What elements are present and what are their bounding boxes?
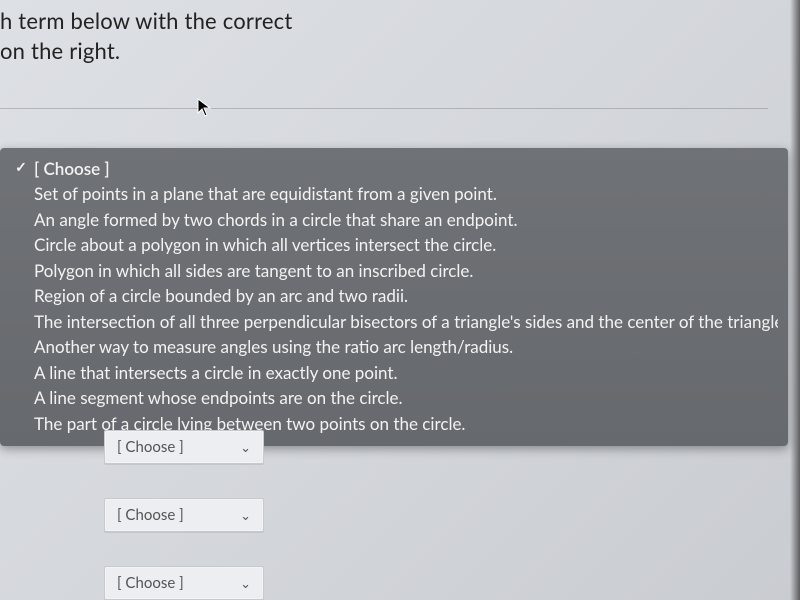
dropdown-placeholder-option[interactable]: ✓ [ Choose ] <box>10 156 778 181</box>
instruction-line-1: h term below with the correct <box>0 6 780 36</box>
answer-select[interactable]: [ Choose ] ⌄ <box>104 566 264 600</box>
check-icon: ✓ <box>14 157 28 177</box>
question-instructions: h term below with the correct on the rig… <box>0 0 800 65</box>
answer-select[interactable]: [ Choose ] ⌄ <box>104 498 264 532</box>
chevron-down-icon: ⌄ <box>240 439 251 456</box>
select-label: [ Choose ] <box>117 574 184 592</box>
dropdown-option[interactable]: Another way to measure angles using the … <box>10 334 778 359</box>
divider <box>0 108 768 109</box>
dropdown-option-label: The intersection of all three perpendicu… <box>34 310 778 333</box>
dropdown-option-label: A line that intersects a circle in exact… <box>34 361 398 384</box>
dropdown-option-label: Circle about a polygon in which all vert… <box>34 233 496 256</box>
select-label: [ Choose ] <box>117 506 184 524</box>
dropdown-option-label: Another way to measure angles using the … <box>34 335 513 358</box>
instruction-line-2: on the right. <box>0 36 780 66</box>
chevron-down-icon: ⌄ <box>240 575 251 592</box>
quiz-matching-page: h term below with the correct on the rig… <box>0 0 800 600</box>
dropdown-option[interactable]: An angle formed by two chords in a circl… <box>10 207 778 232</box>
screen-bezel-shadow <box>790 0 800 600</box>
dropdown-option[interactable]: The intersection of all three perpendicu… <box>10 309 778 334</box>
dropdown-option[interactable]: Region of a circle bounded by an arc and… <box>10 283 778 308</box>
answer-dropdown-open[interactable]: ✓ [ Choose ] Set of points in a plane th… <box>0 148 788 446</box>
answer-select[interactable]: [ Choose ] ⌄ <box>104 430 264 464</box>
dropdown-option[interactable]: Circle about a polygon in which all vert… <box>10 232 778 257</box>
select-label: [ Choose ] <box>117 438 184 456</box>
dropdown-placeholder-label: [ Choose ] <box>34 157 110 180</box>
dropdown-option-label: Set of points in a plane that are equidi… <box>34 182 497 205</box>
dropdown-option[interactable]: Polygon in which all sides are tangent t… <box>10 258 778 283</box>
collapsed-selects-column: [ Choose ] ⌄ [ Choose ] ⌄ [ Choose ] ⌄ <box>104 430 264 600</box>
dropdown-option[interactable]: A line segment whose endpoints are on th… <box>10 385 778 410</box>
dropdown-option-label: An angle formed by two chords in a circl… <box>34 208 517 231</box>
dropdown-option[interactable]: A line that intersects a circle in exact… <box>10 360 778 385</box>
chevron-down-icon: ⌄ <box>240 507 251 524</box>
dropdown-option-label: A line segment whose endpoints are on th… <box>34 386 403 409</box>
dropdown-option-label: Region of a circle bounded by an arc and… <box>34 284 408 307</box>
dropdown-option-label: Polygon in which all sides are tangent t… <box>34 259 473 282</box>
dropdown-option[interactable]: Set of points in a plane that are equidi… <box>10 181 778 206</box>
